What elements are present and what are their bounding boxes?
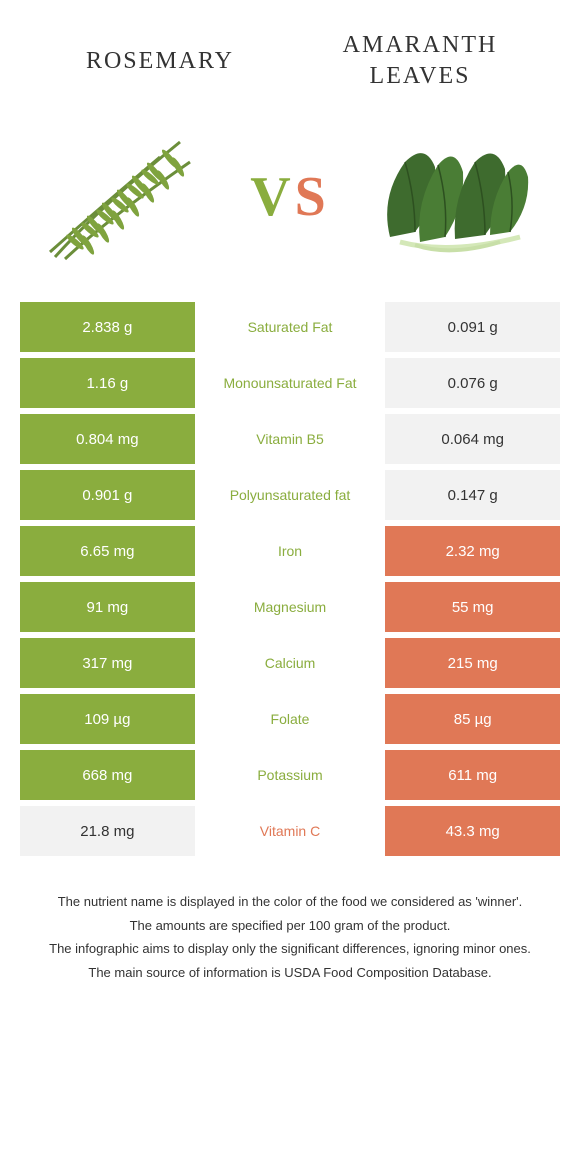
title-amaranth: Amaranth Leaves xyxy=(290,30,550,92)
cell-right-value: 611 mg xyxy=(385,750,560,800)
footer: The nutrient name is displayed in the co… xyxy=(0,862,580,1006)
cell-right-value: 0.064 mg xyxy=(385,414,560,464)
cell-left-value: 109 µg xyxy=(20,694,195,744)
comparison-table: 2.838 gSaturated Fat0.091 g1.16 gMonouns… xyxy=(20,302,560,862)
footer-line-4: The main source of information is USDA F… xyxy=(30,963,550,983)
table-row: 0.901 gPolyunsaturated fat0.147 g xyxy=(20,470,560,526)
rosemary-image xyxy=(20,112,240,282)
cell-left-value: 1.16 g xyxy=(20,358,195,408)
table-row: 0.804 mgVitamin B50.064 mg xyxy=(20,414,560,470)
header: Rosemary Amaranth Leaves xyxy=(0,0,580,102)
table-row: 21.8 mgVitamin C43.3 mg xyxy=(20,806,560,862)
vs-text: VS xyxy=(240,165,340,229)
cell-right-value: 0.091 g xyxy=(385,302,560,352)
images-row: VS xyxy=(0,102,580,302)
table-row: 6.65 mgIron2.32 mg xyxy=(20,526,560,582)
cell-nutrient-name: Magnesium xyxy=(195,582,386,632)
cell-right-value: 215 mg xyxy=(385,638,560,688)
footer-line-3: The infographic aims to display only the… xyxy=(30,939,550,959)
cell-left-value: 0.901 g xyxy=(20,470,195,520)
cell-nutrient-name: Saturated Fat xyxy=(195,302,386,352)
cell-right-value: 43.3 mg xyxy=(385,806,560,856)
cell-nutrient-name: Polyunsaturated fat xyxy=(195,470,386,520)
cell-nutrient-name: Monounsaturated Fat xyxy=(195,358,386,408)
footer-line-2: The amounts are specified per 100 gram o… xyxy=(30,916,550,936)
cell-left-value: 91 mg xyxy=(20,582,195,632)
table-row: 109 µgFolate85 µg xyxy=(20,694,560,750)
cell-left-value: 668 mg xyxy=(20,750,195,800)
cell-right-value: 0.147 g xyxy=(385,470,560,520)
cell-nutrient-name: Calcium xyxy=(195,638,386,688)
amaranth-icon xyxy=(360,127,540,267)
cell-left-value: 0.804 mg xyxy=(20,414,195,464)
title-rosemary: Rosemary xyxy=(30,48,290,75)
cell-nutrient-name: Potassium xyxy=(195,750,386,800)
amaranth-image xyxy=(340,112,560,282)
cell-right-value: 85 µg xyxy=(385,694,560,744)
cell-right-value: 0.076 g xyxy=(385,358,560,408)
cell-nutrient-name: Vitamin B5 xyxy=(195,414,386,464)
vs-v: V xyxy=(250,166,294,228)
footer-line-1: The nutrient name is displayed in the co… xyxy=(30,892,550,912)
table-row: 317 mgCalcium215 mg xyxy=(20,638,560,694)
table-row: 2.838 gSaturated Fat0.091 g xyxy=(20,302,560,358)
cell-nutrient-name: Folate xyxy=(195,694,386,744)
cell-nutrient-name: Iron xyxy=(195,526,386,576)
cell-left-value: 21.8 mg xyxy=(20,806,195,856)
table-row: 1.16 gMonounsaturated Fat0.076 g xyxy=(20,358,560,414)
table-row: 668 mgPotassium611 mg xyxy=(20,750,560,806)
cell-left-value: 2.838 g xyxy=(20,302,195,352)
rosemary-icon xyxy=(40,127,220,267)
vs-s: S xyxy=(295,166,330,228)
cell-left-value: 6.65 mg xyxy=(20,526,195,576)
table-row: 91 mgMagnesium55 mg xyxy=(20,582,560,638)
cell-right-value: 55 mg xyxy=(385,582,560,632)
cell-nutrient-name: Vitamin C xyxy=(195,806,386,856)
cell-left-value: 317 mg xyxy=(20,638,195,688)
cell-right-value: 2.32 mg xyxy=(385,526,560,576)
